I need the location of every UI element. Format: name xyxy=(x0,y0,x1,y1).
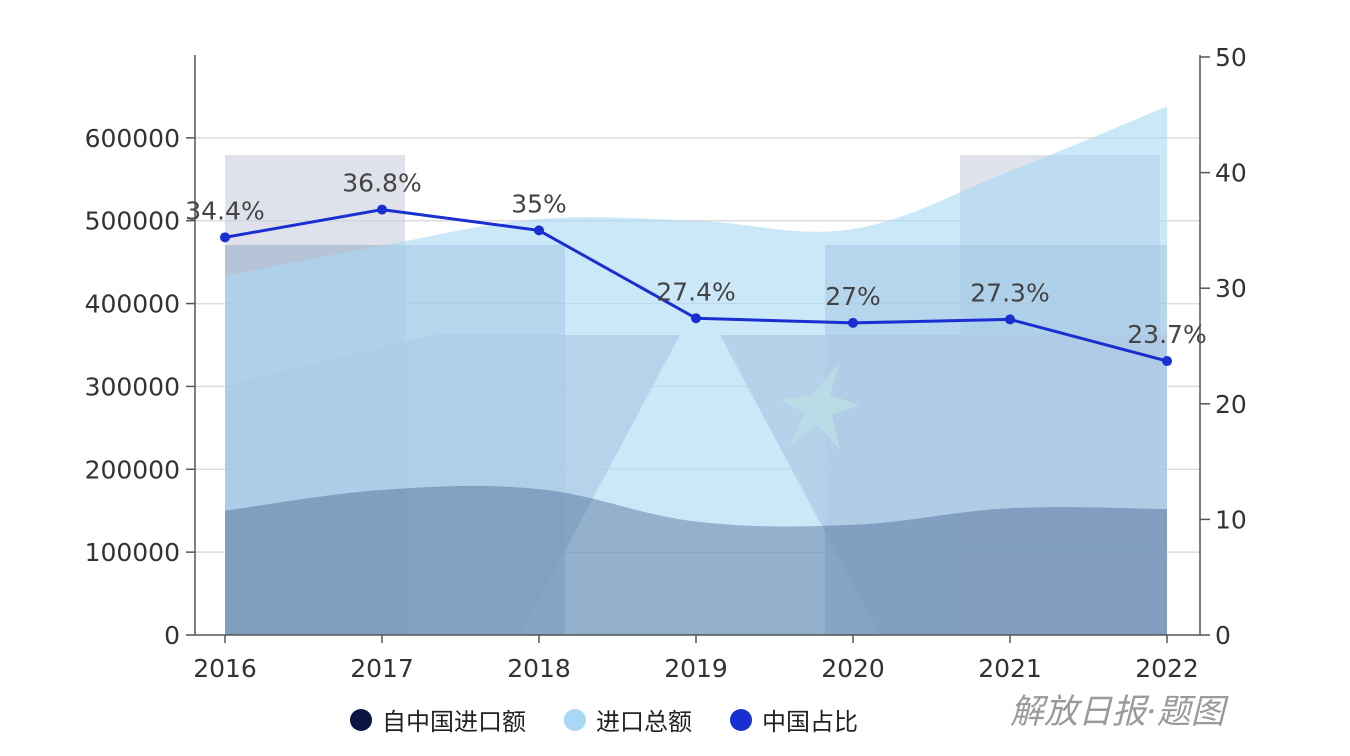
watermark-logo: 解放日报·题图 xyxy=(1010,692,1225,732)
x-tick-label: 2016 xyxy=(193,654,257,683)
data-label: 27% xyxy=(825,282,881,311)
legend-item-total-imports[interactable]: 进口总额 xyxy=(564,702,692,737)
legend-dot-icon xyxy=(350,708,372,731)
legend-label: 中国占比 xyxy=(762,708,858,736)
legend-dot-icon xyxy=(730,708,752,731)
data-point xyxy=(1162,356,1172,367)
legend: 自中国进口额 进口总额 中国占比 xyxy=(350,702,858,737)
right-tick-label: 50 xyxy=(1215,43,1247,72)
data-label: 27.4% xyxy=(656,277,735,306)
x-tick-label: 2021 xyxy=(978,654,1042,683)
right-tick-label: 10 xyxy=(1215,505,1247,534)
data-label: 27.3% xyxy=(970,278,1049,307)
legend-dot-icon xyxy=(564,708,586,731)
x-tick-label: 2020 xyxy=(821,654,885,683)
data-point xyxy=(691,313,701,324)
right-tick-label: 0 xyxy=(1215,621,1231,650)
x-tick-label: 2022 xyxy=(1135,654,1199,683)
data-point xyxy=(220,232,230,243)
chart: 0 100000 200000 300000 400000 500000 600000 0 10… xyxy=(85,43,1247,683)
x-tick-label: 2018 xyxy=(507,654,571,683)
data-label: 35% xyxy=(511,189,567,218)
data-label: 36.8% xyxy=(342,169,421,198)
x-tick-label: 2019 xyxy=(664,654,728,683)
legend-label: 进口总额 xyxy=(596,708,692,736)
data-point xyxy=(534,225,544,236)
area-total-imports xyxy=(225,106,1167,635)
left-tick-label: 300000 xyxy=(85,372,180,401)
legend-item-china-imports[interactable]: 自中国进口额 xyxy=(350,702,526,737)
left-tick-label: 200000 xyxy=(85,455,180,484)
right-tick-label: 30 xyxy=(1215,274,1247,303)
left-tick-label: 500000 xyxy=(85,207,180,236)
right-tick-label: 40 xyxy=(1215,159,1247,188)
data-label: 23.7% xyxy=(1127,320,1206,349)
legend-label: 自中国进口额 xyxy=(382,708,526,736)
left-tick-label: 400000 xyxy=(85,290,180,319)
x-tick-label: 2017 xyxy=(350,654,414,683)
data-point xyxy=(377,204,387,215)
left-tick-label: 600000 xyxy=(85,124,180,153)
left-tick-label: 100000 xyxy=(85,538,180,567)
legend-item-china-share[interactable]: 中国占比 xyxy=(730,702,858,737)
data-point xyxy=(1005,314,1015,325)
area-china-imports xyxy=(225,485,1167,635)
data-label: 34.4% xyxy=(185,196,264,225)
data-point xyxy=(848,317,858,328)
right-tick-label: 20 xyxy=(1215,390,1247,419)
left-tick-label: 0 xyxy=(164,621,180,650)
